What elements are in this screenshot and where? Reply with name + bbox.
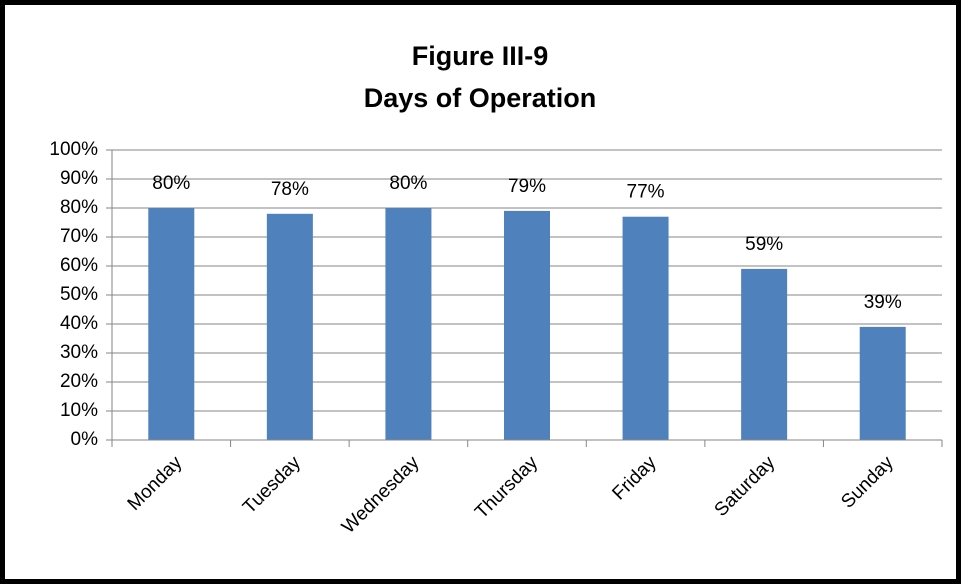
chart-subtitle: Days of Operation: [364, 83, 597, 113]
bar: [266, 213, 313, 440]
data-label: 77%: [627, 182, 665, 203]
data-label: 79%: [508, 176, 546, 197]
y-tick-label: 20%: [60, 371, 98, 392]
y-tick-label: 30%: [60, 342, 98, 363]
bar: [504, 210, 550, 440]
data-label: 80%: [389, 173, 427, 194]
chart-title: Figure III-9: [412, 41, 549, 71]
y-tick-label: 80%: [60, 197, 98, 218]
y-tick-label: 0%: [71, 429, 99, 450]
bar: [741, 268, 788, 440]
y-tick-label: 60%: [60, 255, 98, 276]
y-tick-label: 50%: [60, 284, 98, 305]
y-tick-label: 90%: [60, 168, 98, 189]
y-tick-label: 70%: [60, 226, 98, 247]
data-label: 80%: [152, 173, 190, 194]
bar: [859, 326, 906, 440]
data-label: 59%: [745, 234, 783, 255]
data-label: 39%: [864, 292, 902, 313]
bar: [385, 208, 432, 440]
y-tick-label: 100%: [49, 139, 98, 160]
data-label: 78%: [271, 179, 309, 200]
bar: [148, 208, 195, 440]
y-tick-label: 10%: [60, 400, 98, 421]
y-tick-label: 40%: [60, 313, 98, 334]
bar: [622, 216, 669, 440]
